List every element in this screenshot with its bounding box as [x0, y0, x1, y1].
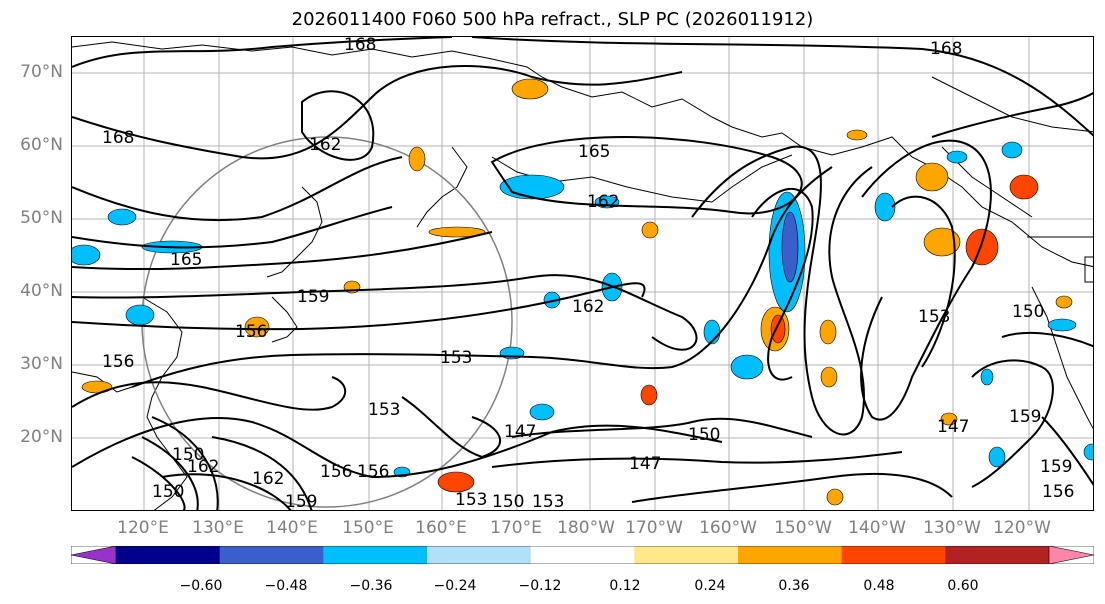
contour-label: 156	[320, 462, 352, 482]
contour-label: 153	[918, 307, 950, 327]
contour-label: 153	[455, 490, 487, 510]
shaded-anomalies	[72, 78, 1093, 506]
contour-label: 147	[937, 417, 969, 437]
lon-label: 140°W	[848, 518, 906, 538]
contour-label: 159	[285, 492, 317, 511]
contour-label: 162	[252, 469, 284, 489]
map-panel: 168 168 168 162 165 162 165 159 162 156 …	[71, 36, 1094, 511]
colorbar	[71, 546, 1094, 564]
colorbar-tick: −0.12	[518, 578, 562, 594]
contour-label: 168	[344, 37, 376, 55]
lat-label: 20°N	[20, 427, 63, 447]
contour-label: 162	[309, 135, 341, 155]
lon-label: 150°W	[774, 518, 832, 538]
lat-label: 60°N	[20, 135, 63, 155]
lon-label: 170°E	[490, 518, 542, 538]
lat-label: 30°N	[20, 354, 63, 374]
colorbar-tick: −0.60	[179, 578, 223, 594]
lon-label: 160°E	[415, 518, 467, 538]
map-canvas: 168 168 168 162 165 162 165 159 162 156 …	[72, 37, 1093, 511]
contour-label: 156	[1042, 482, 1074, 502]
lon-label: 150°E	[342, 518, 394, 538]
colorbar-cell	[945, 546, 1050, 564]
colorbar-cell	[219, 546, 324, 564]
lon-label: 130°W	[923, 518, 981, 538]
contour-label: 156	[235, 322, 267, 342]
contour-label: 153	[368, 400, 400, 420]
lon-label: 130°E	[192, 518, 244, 538]
colorbar-tick: −0.48	[264, 578, 308, 594]
lat-label: 50°N	[20, 208, 63, 228]
colorbar-tick: −0.24	[433, 578, 477, 594]
colorbar-cell	[427, 546, 532, 564]
lat-label: 40°N	[20, 281, 63, 301]
contour-label: 162	[572, 297, 604, 317]
contour-label: 156	[102, 352, 134, 372]
lon-label: 170°W	[625, 518, 683, 538]
contour-label: 150	[688, 425, 720, 445]
contour-label: 150	[492, 492, 524, 511]
contour-label: 150	[152, 482, 184, 502]
contour-label: 162	[587, 192, 619, 212]
contour-label: 159	[1009, 407, 1041, 427]
lon-label: 120°W	[993, 518, 1051, 538]
lon-label: 180°W	[557, 518, 615, 538]
lon-label: 120°E	[117, 518, 169, 538]
contour-label: 156	[357, 462, 389, 482]
contour-label: 150	[172, 445, 204, 465]
lon-label: 140°E	[266, 518, 318, 538]
colorbar-cell	[116, 546, 221, 564]
colorbar-extend-right	[1048, 546, 1094, 564]
map-title: 2026011400 F060 500 hPa refract., SLP PC…	[291, 9, 814, 30]
colorbar-tick: 0.12	[609, 578, 641, 594]
colorbar-extend-left	[71, 546, 117, 564]
contour-label: 153	[532, 492, 564, 511]
contour-labels: 168 168 168 162 165 162 165 159 162 156 …	[102, 37, 1074, 511]
contour-label: 150	[1012, 302, 1044, 322]
contour-label: 168	[930, 39, 962, 59]
colorbar-cell	[738, 546, 843, 564]
colorbar-tick: 0.48	[863, 578, 895, 594]
colorbar-tick: −0.36	[349, 578, 393, 594]
colorbar-tick: 0.60	[947, 578, 979, 594]
colorbar-cell	[323, 546, 428, 564]
contour-label: 162	[187, 457, 219, 477]
contour-label: 159	[1040, 457, 1072, 477]
contour-label: 159	[297, 287, 329, 307]
colorbar-cell	[841, 546, 946, 564]
slp-contours	[72, 37, 1093, 510]
coastlines	[72, 41, 1093, 510]
colorbar-tick: 0.36	[778, 578, 810, 594]
contour-label: 147	[504, 422, 536, 442]
lat-label: 70°N	[20, 62, 63, 82]
colorbar-cell	[530, 546, 635, 564]
contour-label: 168	[102, 128, 134, 148]
colorbar-cell	[634, 546, 739, 564]
contour-label: 147	[629, 454, 661, 474]
contour-label: 165	[170, 250, 202, 270]
contour-label: 165	[578, 142, 610, 162]
contour-label: 153	[440, 348, 472, 368]
colorbar-tick: 0.24	[694, 578, 726, 594]
lon-label: 160°W	[699, 518, 757, 538]
